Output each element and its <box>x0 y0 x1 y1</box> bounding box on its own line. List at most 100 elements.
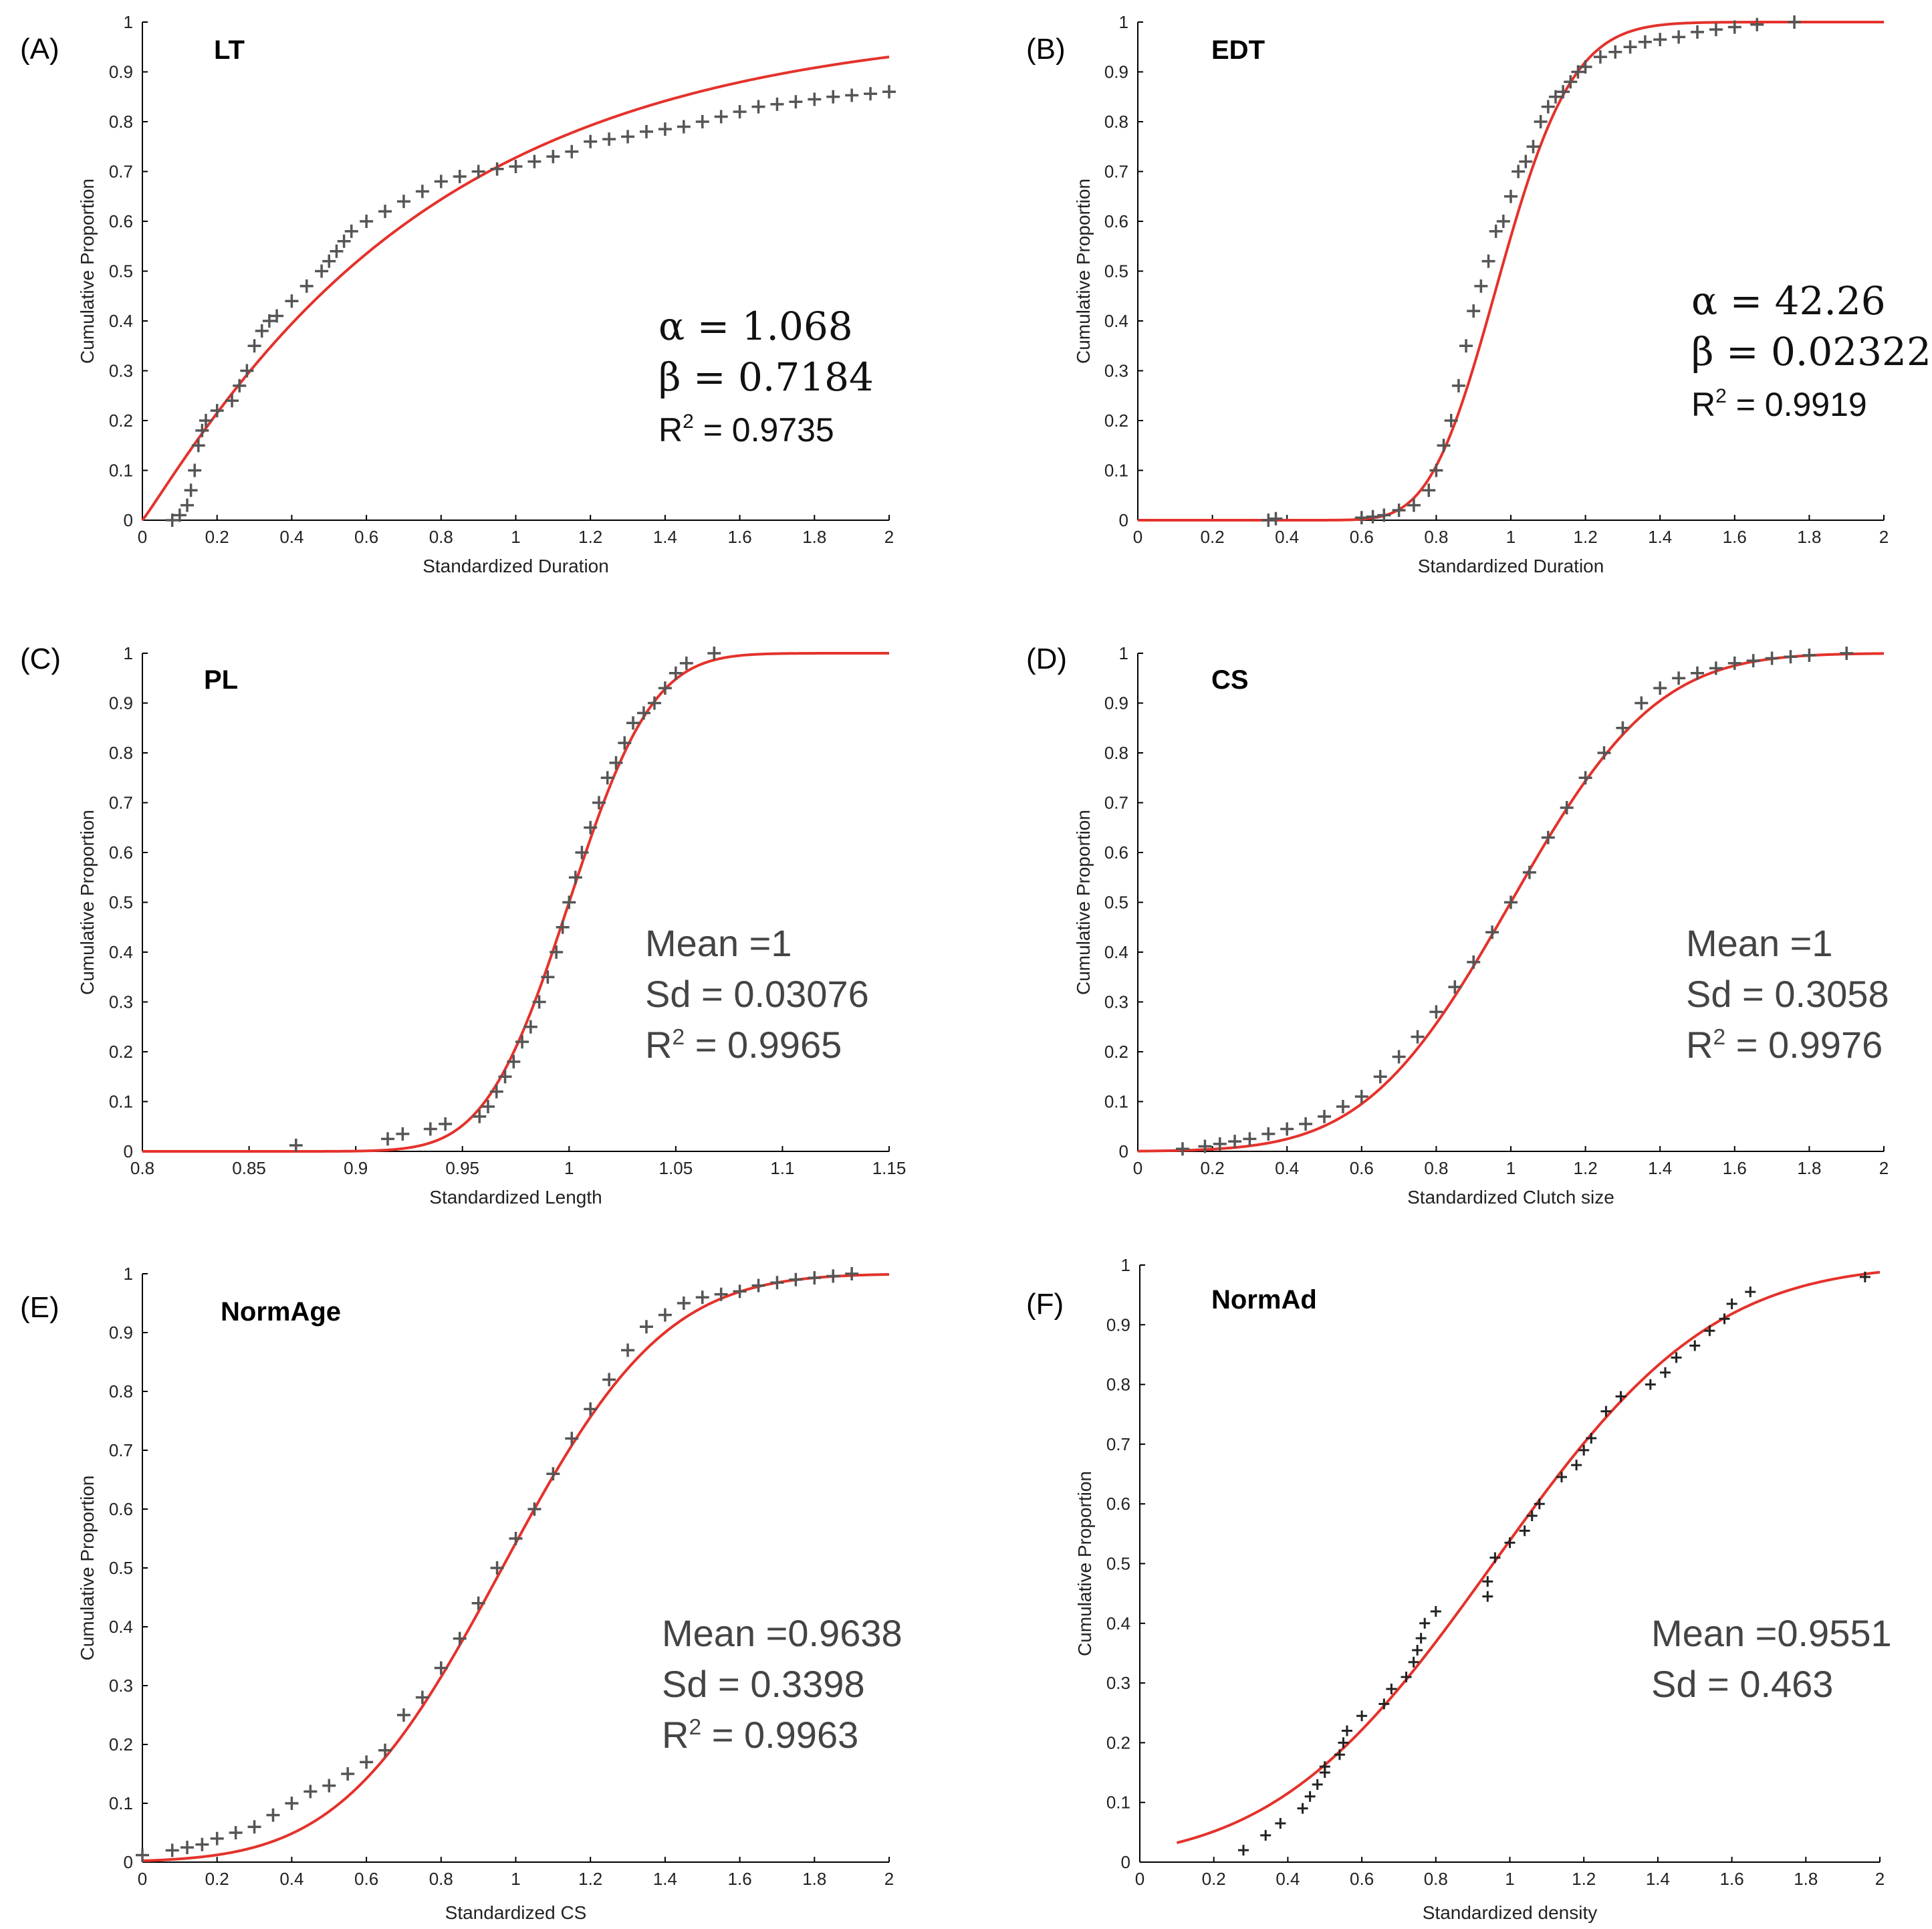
y-tick-label: 0.4 <box>1104 311 1128 331</box>
y-tick-label: 1 <box>1121 1255 1130 1275</box>
x-tick-label: 0.4 <box>279 527 304 547</box>
y-axis-label: Cumulative Proportion <box>77 810 98 995</box>
data-point <box>1597 746 1611 760</box>
data-point <box>1859 1271 1870 1282</box>
data-point <box>532 995 546 1009</box>
x-tick-label: 0.2 <box>205 527 229 547</box>
x-tick-label: 1.6 <box>1720 1869 1744 1889</box>
data-point <box>550 945 564 959</box>
y-tick-label: 0.7 <box>1106 1434 1130 1454</box>
fit-curve <box>141 55 890 522</box>
data-point <box>1616 721 1630 735</box>
data-point <box>1534 1498 1545 1510</box>
data-point <box>602 132 616 146</box>
y-tick-label: 0.2 <box>109 1734 133 1754</box>
data-point <box>188 463 202 477</box>
data-point <box>1401 1672 1412 1683</box>
stat-mean: Mean =1 <box>645 922 792 964</box>
data-point <box>1260 1829 1272 1841</box>
y-tick-label: 0.3 <box>109 1676 133 1696</box>
x-tick-label: 0 <box>1133 527 1142 547</box>
data-point <box>322 254 336 268</box>
y-tick-label: 0.1 <box>109 461 133 481</box>
y-tick-label: 0.1 <box>1104 1092 1128 1112</box>
y-tick-label: 0.2 <box>109 411 133 431</box>
x-tick-label: 0.4 <box>279 1869 304 1889</box>
data-point <box>1578 60 1592 74</box>
data-point <box>826 90 840 104</box>
data-point <box>808 92 822 106</box>
y-tick-label: 0.1 <box>1106 1793 1130 1813</box>
y-tick-label: 0.8 <box>109 112 133 132</box>
y-tick-label: 0.5 <box>109 893 133 913</box>
data-point <box>381 1132 395 1146</box>
x-tick-label: 1 <box>511 1869 520 1889</box>
data-point <box>337 234 351 248</box>
data-point <box>1578 771 1592 785</box>
data-point <box>1512 164 1526 179</box>
x-tick-label: 1 <box>1506 1158 1516 1178</box>
y-tick-label: 1 <box>124 1264 133 1284</box>
data-point <box>1704 1325 1715 1337</box>
r2-value: = 0.9963 <box>701 1714 858 1756</box>
data-point <box>1608 45 1622 59</box>
data-point <box>789 1272 803 1286</box>
data-point <box>639 1320 653 1334</box>
x-axis-label: Standardized Clutch size <box>1407 1187 1614 1208</box>
stat-r-squared: R2 = 0.9976 <box>1686 1024 1883 1066</box>
stat-sd: Sd = 0.463 <box>1651 1663 1833 1705</box>
data-point <box>677 1296 691 1310</box>
data-point <box>471 1596 485 1610</box>
data-point <box>546 150 560 164</box>
y-tick-label: 0.4 <box>1106 1613 1130 1633</box>
y-tick-label: 0 <box>124 510 133 530</box>
y-tick-label: 1 <box>124 12 133 32</box>
data-point <box>1548 90 1562 104</box>
data-point <box>1745 1286 1756 1298</box>
data-point <box>195 423 209 437</box>
y-tick-label: 0.3 <box>1106 1673 1130 1693</box>
x-tick-label: 1.8 <box>802 1869 826 1889</box>
data-point <box>195 1837 209 1851</box>
data-point <box>378 205 392 219</box>
x-tick-label: 1.6 <box>728 1869 752 1889</box>
data-point <box>600 771 614 785</box>
y-tick-label: 0.8 <box>1104 743 1128 763</box>
data-point <box>304 1785 318 1799</box>
data-point <box>621 1343 635 1357</box>
data-point <box>1334 1749 1345 1761</box>
r2-symbol: R <box>1686 1024 1713 1066</box>
x-tick-label: 1.2 <box>1574 527 1598 547</box>
stat-r-squared: R2 = 0.9963 <box>662 1714 858 1756</box>
data-point <box>1392 503 1406 518</box>
data-point <box>647 696 661 710</box>
data-point <box>199 414 213 427</box>
data-point <box>1467 955 1481 969</box>
data-point <box>344 224 358 238</box>
data-point <box>707 647 721 660</box>
y-tick-label: 0.7 <box>109 1440 133 1460</box>
data-point <box>1635 696 1649 710</box>
data-point <box>285 1797 299 1810</box>
y-tick-label: 0.1 <box>109 1092 133 1112</box>
r2-value: = 0.9976 <box>1725 1024 1883 1066</box>
r2-exponent: 2 <box>689 1715 701 1740</box>
x-axis-label: Standardized Duration <box>1418 556 1604 576</box>
panel-letter: (D) <box>1026 643 1067 675</box>
stat-r-squared: R2 = 0.9965 <box>645 1024 842 1066</box>
data-point <box>1519 154 1533 168</box>
data-point <box>1504 1537 1516 1549</box>
x-tick-label: 0.95 <box>445 1158 479 1178</box>
stat-r-squared: R2 = 0.9919 <box>1691 385 1867 423</box>
y-tick-label: 0.6 <box>1106 1494 1130 1514</box>
data-point <box>1556 1472 1567 1483</box>
data-point <box>225 394 239 408</box>
data-point <box>1338 1737 1349 1748</box>
stat-beta: β = 0.02322 <box>1691 329 1931 374</box>
data-point <box>1422 483 1436 497</box>
data-point <box>714 1287 728 1301</box>
y-tick-label: 0 <box>1119 1141 1128 1161</box>
data-point <box>1672 671 1686 685</box>
data-point <box>1459 339 1473 353</box>
